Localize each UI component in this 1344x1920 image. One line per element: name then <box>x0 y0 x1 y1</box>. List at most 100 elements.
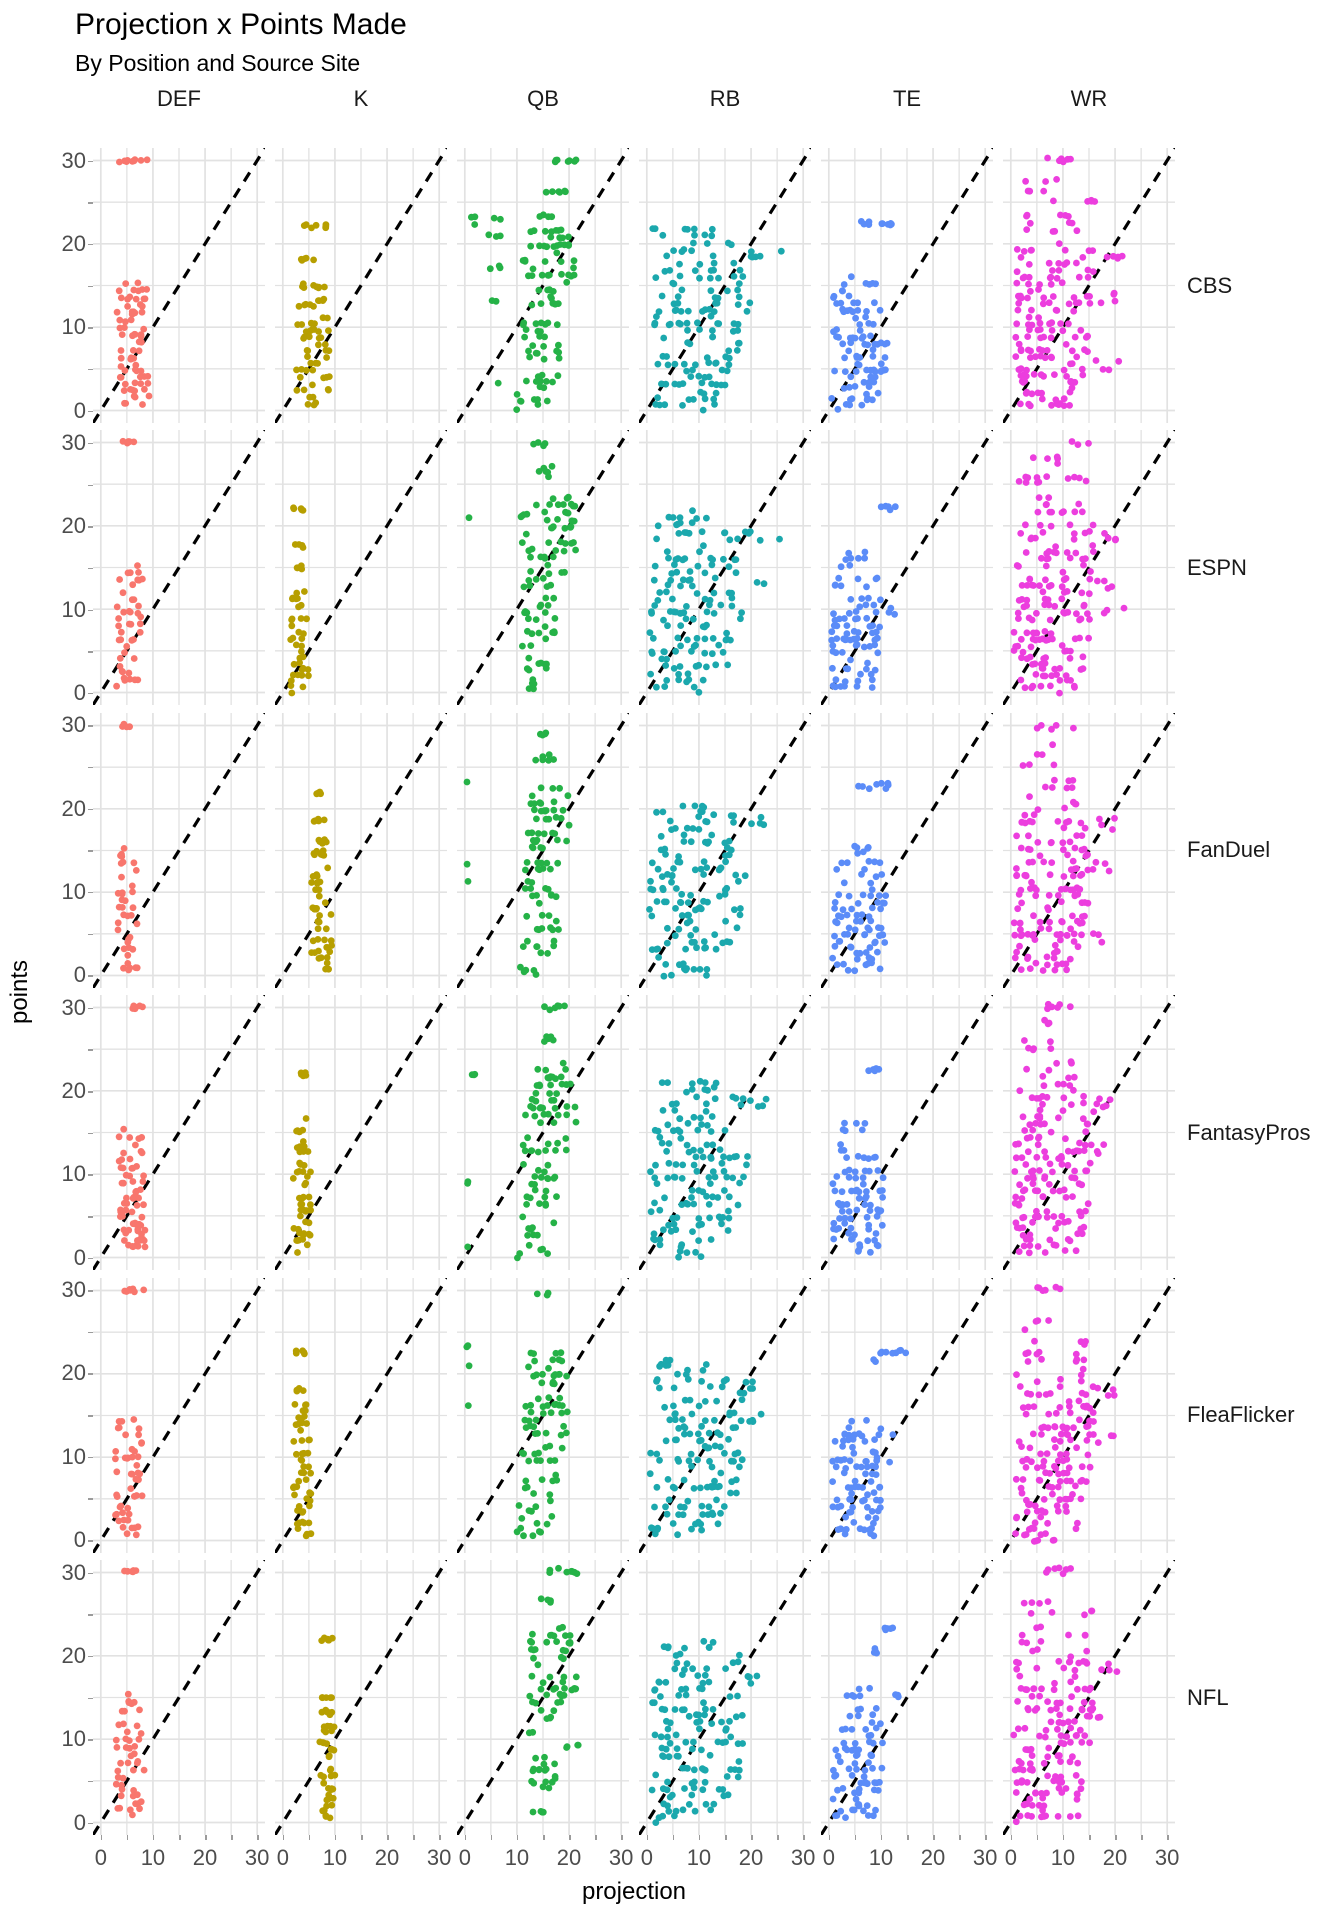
y-tick-label: 10 <box>61 878 86 904</box>
x-axis-tick <box>413 1835 415 1840</box>
scatter-points-layer <box>829 779 892 974</box>
gridlines-layer <box>821 148 993 423</box>
scatter-points-layer <box>829 1346 910 1539</box>
facet-panel-FantasyPros-WR <box>1003 995 1175 1271</box>
y-axis-tick <box>88 1572 93 1574</box>
gridlines-layer <box>639 430 811 706</box>
column-header-TE: TE <box>892 86 922 111</box>
scatter-points-layer <box>647 1078 770 1261</box>
x-axis-tick <box>698 1835 701 1840</box>
y-axis-tick <box>88 202 93 204</box>
identity-reference-line <box>821 148 993 423</box>
scatter-points-layer <box>112 1285 148 1538</box>
x-axis-tick <box>282 1835 285 1840</box>
y-axis-tick <box>88 975 93 977</box>
y-axis-tick <box>88 609 93 612</box>
y-axis-title: points <box>6 959 33 1025</box>
y-axis-tick <box>88 160 93 162</box>
scatter-points-layer <box>316 1634 339 1822</box>
y-tick-label: 30 <box>61 429 86 455</box>
facet-panel-FantasyPros-K <box>275 995 447 1271</box>
x-axis-tick <box>179 1835 181 1840</box>
x-tick-label: 30 <box>972 1845 998 1870</box>
identity-reference-line <box>821 995 993 1271</box>
x-tick-label: 30 <box>1154 1845 1180 1870</box>
x-axis-tick <box>334 1835 337 1840</box>
scatter-points-layer <box>464 1002 580 1262</box>
y-axis-tick <box>88 327 93 329</box>
x-axis-tick <box>387 1835 389 1840</box>
y-axis-tick <box>88 933 93 936</box>
row-strip-FantasyPros: FantasyPros <box>1187 1119 1311 1145</box>
facet-panel-FanDuel-TE <box>821 712 993 988</box>
y-tick-label: 10 <box>61 1726 86 1752</box>
x-axis-tick <box>777 1835 779 1840</box>
x-axis-title: projection <box>581 1878 687 1905</box>
y-axis-tick <box>88 1007 93 1010</box>
y-tick-label: 30 <box>61 712 86 738</box>
y-axis-tick <box>88 808 93 811</box>
facet-panel-ESPN-K <box>275 430 447 706</box>
identity-reference-line <box>457 1560 629 1835</box>
x-tick-label: 0 <box>1004 1845 1017 1870</box>
identity-reference-line <box>1003 712 1175 988</box>
scatter-points-layer <box>463 729 573 978</box>
facet-panel-NFL-TE <box>821 1560 993 1835</box>
facet-panel-ESPN-RB <box>639 430 811 706</box>
x-axis-tick <box>1089 1835 1091 1840</box>
scatter-points-layer <box>646 507 783 697</box>
identity-reference-line <box>639 1560 811 1835</box>
y-tick-label: 30 <box>61 147 86 173</box>
identity-reference-line <box>93 712 265 988</box>
x-tick-label: 10 <box>686 1845 712 1870</box>
facet-panel-ESPN-TE <box>821 430 993 706</box>
gridlines-layer <box>821 430 993 706</box>
gridlines-layer <box>457 148 629 423</box>
y-axis-tick <box>88 1822 93 1824</box>
y-axis-tick <box>88 442 93 445</box>
scatter-points-layer <box>112 1567 148 1819</box>
x-axis-tick <box>672 1835 675 1840</box>
y-axis-tick <box>88 850 93 852</box>
scatter-points-layer <box>828 218 895 413</box>
y-tick-label: 0 <box>73 1809 86 1835</box>
scatter-points-layer <box>646 1356 765 1538</box>
y-tick-label: 0 <box>73 1244 86 1270</box>
x-tick-label: 10 <box>140 1845 166 1870</box>
facet-panel-FantasyPros-RB <box>639 995 811 1271</box>
y-tick-label: 0 <box>73 397 86 423</box>
facet-panel-CBS-WR <box>1003 148 1175 423</box>
identity-reference-line <box>457 430 629 706</box>
x-axis-tick <box>543 1835 545 1840</box>
x-axis-tick <box>439 1835 441 1840</box>
facet-panel-FleaFlicker-QB <box>457 1277 629 1553</box>
facet-panel-ESPN-WR <box>1003 430 1175 706</box>
scatter-points-layer <box>1011 1001 1114 1257</box>
identity-reference-line <box>821 712 993 988</box>
scatter-points-layer <box>1010 438 1128 697</box>
facet-panel-NFL-QB <box>457 1560 629 1835</box>
identity-reference-line <box>275 1560 447 1835</box>
scatter-points-layer <box>308 788 335 973</box>
row-strip-FleaFlicker: FleaFlicker <box>1187 1402 1295 1428</box>
row-strip-NFL: NFL <box>1187 1684 1229 1710</box>
x-tick-label: 20 <box>738 1845 764 1870</box>
scatter-points-layer <box>829 1624 902 1821</box>
y-axis-tick <box>88 243 93 246</box>
x-tick-label: 10 <box>504 1845 530 1870</box>
x-tick-label: 0 <box>640 1845 653 1870</box>
facet-panel-CBS-TE <box>821 148 993 423</box>
y-axis-tick <box>88 368 93 371</box>
x-tick-label: 0 <box>94 1845 107 1870</box>
identity-reference-line <box>93 430 265 706</box>
facet-panel-CBS-RB <box>639 148 811 423</box>
gridlines-layer <box>275 995 447 1271</box>
identity-reference-line <box>639 430 811 706</box>
x-axis-tick <box>1167 1835 1169 1840</box>
facet-panel-ESPN-DEF <box>93 430 265 706</box>
facet-panel-CBS-K <box>275 148 447 423</box>
x-axis-tick <box>1141 1835 1143 1840</box>
scatter-points-layer <box>646 802 768 980</box>
y-tick-label: 30 <box>61 994 86 1020</box>
